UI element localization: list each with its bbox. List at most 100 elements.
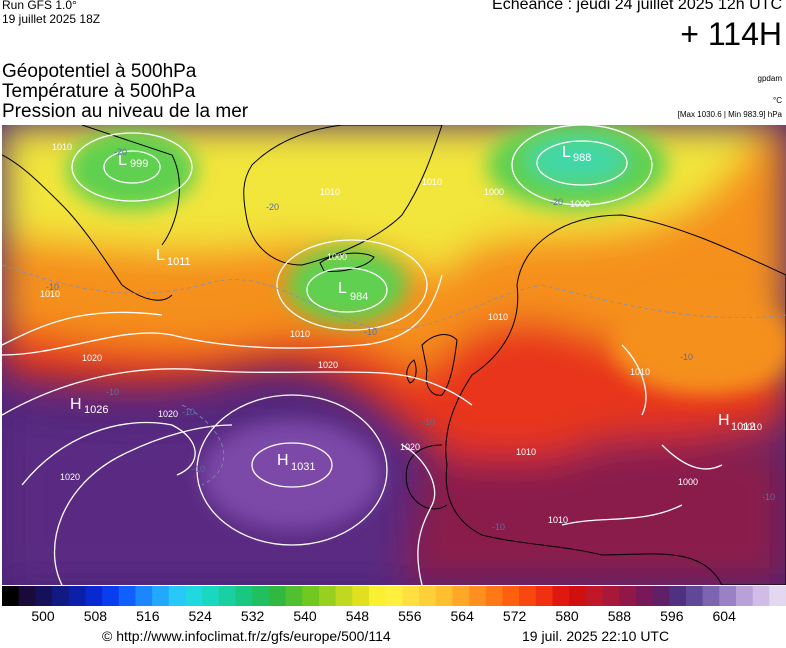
colorbar-tick-label: 580	[555, 608, 579, 624]
svg-text:1000: 1000	[327, 252, 347, 262]
colorbar-swatch	[702, 586, 720, 606]
colorbar-swatch	[519, 586, 537, 606]
colorbar-swatch	[635, 586, 654, 606]
high-center-symbol: H	[70, 396, 82, 413]
colorbar-swatch	[135, 586, 153, 606]
pressure-center-value: 988	[573, 152, 591, 164]
run-label: Run GFS 1.0°	[2, 0, 77, 12]
svg-text:-10: -10	[364, 327, 377, 337]
pressure-center-value: 1011	[167, 256, 191, 268]
pressure-center-value: 984	[350, 291, 368, 303]
run-date: 19 juillet 2025 18Z	[2, 12, 101, 26]
svg-text:1010: 1010	[52, 142, 72, 152]
footer-timestamp: 19 juil. 2025 22:10 UTC	[522, 628, 670, 644]
colorbar-tick-label: 508	[83, 608, 108, 624]
colorbar-swatch	[152, 586, 170, 606]
colorbar-swatch	[235, 586, 253, 606]
colorbar-tick-label: 572	[502, 608, 527, 624]
svg-text:-10: -10	[192, 464, 205, 474]
svg-text:1020: 1020	[400, 442, 420, 452]
colorbar-swatch	[469, 586, 487, 606]
pressure-centers: L 999 L 988 L 1011 L 984 H 1026 H 1031 H…	[70, 144, 755, 473]
svg-text:1020: 1020	[158, 409, 178, 419]
colorbar-swatch	[335, 586, 353, 606]
weather-map: L 999 L 988 L 1011 L 984 H 1026 H 1031 H…	[2, 125, 786, 585]
colorbar-swatch	[619, 586, 637, 606]
low-center-symbol: L	[562, 144, 571, 161]
svg-text:1010: 1010	[548, 515, 568, 525]
svg-text:1020: 1020	[60, 472, 80, 482]
colorbar-swatch	[602, 586, 620, 606]
colorbar-swatch	[268, 586, 287, 606]
colorbar-swatch	[202, 586, 220, 606]
low-center-symbol: L	[156, 247, 165, 264]
high-center-symbol: H	[277, 452, 289, 469]
svg-text:1020: 1020	[82, 353, 102, 363]
svg-text:1010: 1010	[320, 187, 340, 197]
svg-text:1020: 1020	[318, 360, 338, 370]
temperature-labels: -20 -20 -20 -10 -10 -10 -10 -10 -10 -10 …	[46, 147, 775, 532]
unit-gpdam: gpdam	[757, 74, 782, 83]
svg-text:1010: 1010	[290, 329, 310, 339]
colorbar-swatch	[385, 586, 403, 606]
svg-text:-10: -10	[680, 352, 693, 362]
colorbar	[2, 586, 786, 606]
pressure-center-value: 1031	[291, 461, 315, 473]
colorbar-swatch	[52, 586, 70, 606]
colorbar-swatch	[769, 586, 786, 606]
colorbar-swatch	[535, 586, 553, 606]
colorbar-swatch	[569, 586, 587, 606]
svg-text:1010: 1010	[422, 177, 442, 187]
colorbar-tick-label: 588	[607, 608, 632, 624]
pressure-center-value: 999	[130, 158, 148, 170]
svg-text:1000: 1000	[678, 477, 698, 487]
colorbar-tick-label: 500	[31, 608, 55, 624]
colorbar-swatch	[302, 586, 320, 606]
title-geopotential: Géopotentiel à 500hPa	[2, 61, 197, 82]
svg-text:1010: 1010	[742, 422, 762, 432]
colorbar-swatch	[218, 586, 237, 606]
pressure-extremes: [Max 1030.6 | Min 983.9] hPa	[677, 110, 782, 119]
svg-text:-10: -10	[106, 387, 119, 397]
low-center-symbol: L	[338, 280, 347, 297]
colorbar-tick-label: 604	[712, 608, 736, 624]
forecast-validity: Echéance : jeudi 24 juillet 2025 12h UTC	[492, 0, 782, 13]
colorbar-swatch	[752, 586, 770, 606]
geopotential-field	[2, 125, 786, 585]
colorbar-tick-label: 556	[398, 608, 422, 624]
title-temperature: Température à 500hPa	[2, 81, 196, 102]
svg-text:1010: 1010	[630, 367, 650, 377]
colorbar-swatch	[402, 586, 420, 606]
svg-text:1010: 1010	[40, 289, 60, 299]
svg-text:-10: -10	[422, 417, 435, 427]
colorbar-swatch	[85, 586, 103, 606]
title-pressure: Pression au niveau de la mer	[2, 101, 249, 122]
unit-celsius: °C	[773, 96, 782, 105]
colorbar-swatch	[485, 586, 503, 606]
colorbar-swatch	[685, 586, 704, 606]
colorbar-swatch	[552, 586, 570, 606]
colorbar-swatch	[502, 586, 520, 606]
colorbar-swatch	[435, 586, 453, 606]
colorbar-swatch	[35, 586, 53, 606]
colorbar-swatch	[652, 586, 670, 606]
lead-time: + 114H	[680, 16, 782, 52]
pressure-center-value: 1012	[731, 421, 755, 433]
colorbar-swatch	[318, 586, 337, 606]
svg-text:-10: -10	[762, 492, 775, 502]
colorbar-tick-label: 596	[660, 608, 684, 624]
pressure-center-value: 1026	[84, 404, 108, 416]
isobar-labels: 1010 1010 1010 1000 1000 1000 1010 1010 …	[40, 142, 762, 525]
svg-text:-20: -20	[114, 147, 127, 157]
colorbar-tick-label: 548	[345, 608, 370, 624]
svg-text:-20: -20	[266, 202, 279, 212]
colorbar-tick-label: 540	[293, 608, 317, 624]
colorbar-swatch	[168, 586, 186, 606]
low-center-symbol: L	[118, 152, 127, 169]
colorbar-swatch	[452, 586, 470, 606]
colorbar-swatch	[118, 586, 136, 606]
colorbar-swatch	[735, 586, 754, 606]
temperature-isotherms	[2, 264, 786, 486]
svg-text:1010: 1010	[488, 312, 508, 322]
svg-text:1000: 1000	[570, 199, 590, 209]
